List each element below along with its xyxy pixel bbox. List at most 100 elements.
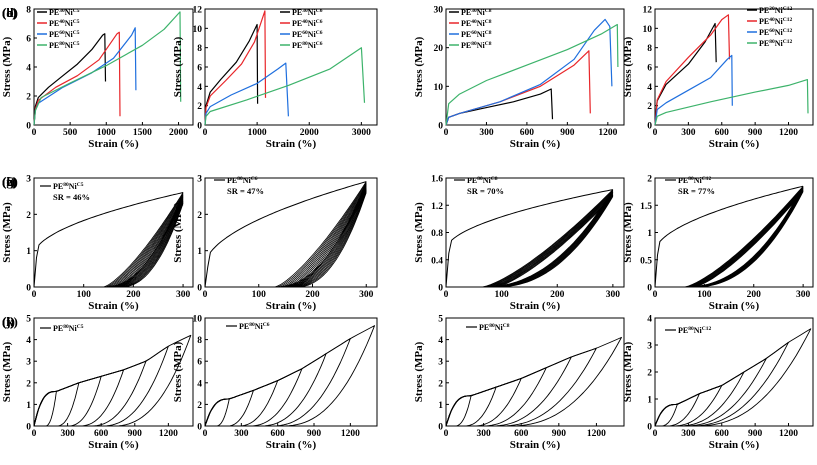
- y-axis-label: Stress (MPa): [622, 36, 634, 97]
- y-axis-label: Stress (MPa): [622, 202, 634, 263]
- series-line-PE40NiC12: [654, 14, 731, 126]
- y-tick-label: 2: [197, 102, 202, 112]
- legend-label-PE80NiC5: PE80NiC5: [49, 41, 80, 50]
- cycle-loop: [112, 198, 184, 288]
- x-tick-label: 1200: [159, 429, 178, 439]
- x-tick-label: 300: [60, 429, 75, 439]
- y-tick-label: 0: [438, 122, 443, 132]
- y-tick-label: 1: [26, 247, 31, 257]
- cycle-loop: [685, 186, 804, 288]
- y-tick-label: 3: [26, 175, 31, 185]
- shape-recovery-label: SR = 70%: [467, 186, 504, 196]
- x-axis-label: Strain (%): [266, 300, 317, 312]
- y-tick-label: 0: [647, 284, 652, 294]
- y-tick-label: 5: [26, 315, 31, 325]
- x-axis-label: Strain (%): [709, 439, 760, 451]
- cycle-loop: [691, 190, 804, 288]
- y-tick-label: 2: [647, 175, 652, 185]
- x-tick-label: 1200: [587, 429, 606, 439]
- loading-curve-first: [445, 189, 613, 288]
- legend-label: PE80NiC5: [53, 324, 84, 333]
- step-cycle-loop: [445, 336, 622, 427]
- panel-letter: (e): [2, 174, 16, 189]
- y-tick-label: 10: [193, 315, 203, 325]
- legend-label-PE80NiC8: PE80NiC8: [461, 41, 492, 50]
- cycle-loop: [107, 194, 184, 288]
- y-tick-label: 2: [26, 379, 31, 389]
- legend-label: PE80NiC12: [678, 326, 711, 335]
- legend-label: PE80NiC6: [227, 176, 258, 185]
- y-tick-label: 1: [647, 229, 652, 239]
- legend-label-PE40NiC12: PE40NiC12: [759, 17, 792, 26]
- x-tick-label: 1200: [779, 128, 798, 138]
- plot-frame-k: [445, 317, 625, 427]
- panel-letter: (c): [2, 5, 16, 20]
- x-tick-label: 600: [514, 429, 529, 439]
- shape-recovery-label: SR = 47%: [227, 186, 264, 196]
- y-axis-label: Stress (MPa): [1, 341, 13, 402]
- x-axis-label: Strain (%): [266, 439, 317, 451]
- panel-letter: (b): [2, 5, 18, 20]
- y-tick-label: 2: [26, 211, 31, 221]
- y-axis-label: Stress (MPa): [622, 341, 634, 402]
- y-tick-label: 10: [643, 25, 653, 35]
- x-tick-label: 0: [203, 290, 208, 300]
- y-tick-label: 2: [438, 379, 443, 389]
- x-axis-label: Strain (%): [510, 138, 561, 150]
- series-line-PE40NiC6: [204, 10, 267, 126]
- x-tick-label: 1200: [341, 429, 360, 439]
- cycle-loop: [291, 189, 367, 288]
- plot-frame-c: [445, 8, 625, 126]
- y-tick-label: 6: [197, 358, 202, 368]
- cycle-loop: [283, 186, 367, 288]
- x-tick-label: 0: [653, 128, 658, 138]
- cycle-loop: [687, 187, 804, 288]
- step-cycle-loop: [33, 369, 125, 427]
- cycle-loop: [295, 192, 367, 288]
- y-axis-label: Stress (MPa): [172, 341, 184, 402]
- x-tick-label: 0: [653, 429, 658, 439]
- series-line-PE60NiC6: [204, 62, 289, 126]
- step-cycle-loop: [204, 325, 376, 427]
- plot-frame-b: [204, 8, 378, 126]
- y-tick-label: 10: [193, 25, 203, 35]
- y-tick-label: 12: [643, 6, 653, 16]
- cycle-loop: [689, 188, 804, 288]
- x-tick-label: 1500: [133, 128, 152, 138]
- cycle-loop: [288, 188, 367, 288]
- cycle-loop: [281, 185, 367, 288]
- x-tick-label: 0: [32, 429, 37, 439]
- cycle-loop: [484, 190, 614, 288]
- y-tick-label: 1: [647, 396, 652, 406]
- cycle-loop: [495, 196, 614, 288]
- x-tick-label: 200: [126, 290, 141, 300]
- y-tick-label: 0: [197, 122, 202, 132]
- y-tick-label: 3: [438, 358, 443, 368]
- x-tick-label: 300: [479, 128, 494, 138]
- y-tick-label: 1: [438, 401, 443, 411]
- panel-letter: (i): [2, 314, 14, 329]
- x-tick-label: 600: [715, 128, 730, 138]
- cycle-loop: [110, 197, 184, 288]
- panel-letter: (a): [2, 5, 17, 20]
- x-tick-label: 500: [63, 128, 78, 138]
- x-tick-label: 0: [203, 128, 208, 138]
- shape-recovery-label: SR = 46%: [53, 192, 90, 202]
- x-tick-label: 300: [606, 290, 621, 300]
- legend-label-PE40NiC5: PE40NiC5: [49, 19, 80, 28]
- cycle-loop: [481, 189, 614, 288]
- y-tick-label: 3: [647, 342, 652, 352]
- y-tick-label: 4: [26, 64, 31, 74]
- y-tick-label: 0: [438, 284, 443, 294]
- panel-letter: (d): [2, 5, 18, 20]
- x-tick-label: 300: [681, 429, 696, 439]
- x-tick-label: 900: [748, 429, 763, 439]
- x-tick-label: 600: [520, 128, 535, 138]
- legend-label-PE80NiC12: PE80NiC12: [759, 39, 792, 48]
- x-tick-label: 0: [444, 290, 449, 300]
- step-cycle-loop: [654, 328, 812, 427]
- x-axis-label: Strain (%): [88, 300, 139, 312]
- panel-e: 0 100 200 300 0 1 2 3 Strain (%) Stress (MPa) (e) P…: [1, 174, 194, 312]
- y-tick-label: 1: [26, 401, 31, 411]
- y-tick-label: 6: [197, 64, 202, 74]
